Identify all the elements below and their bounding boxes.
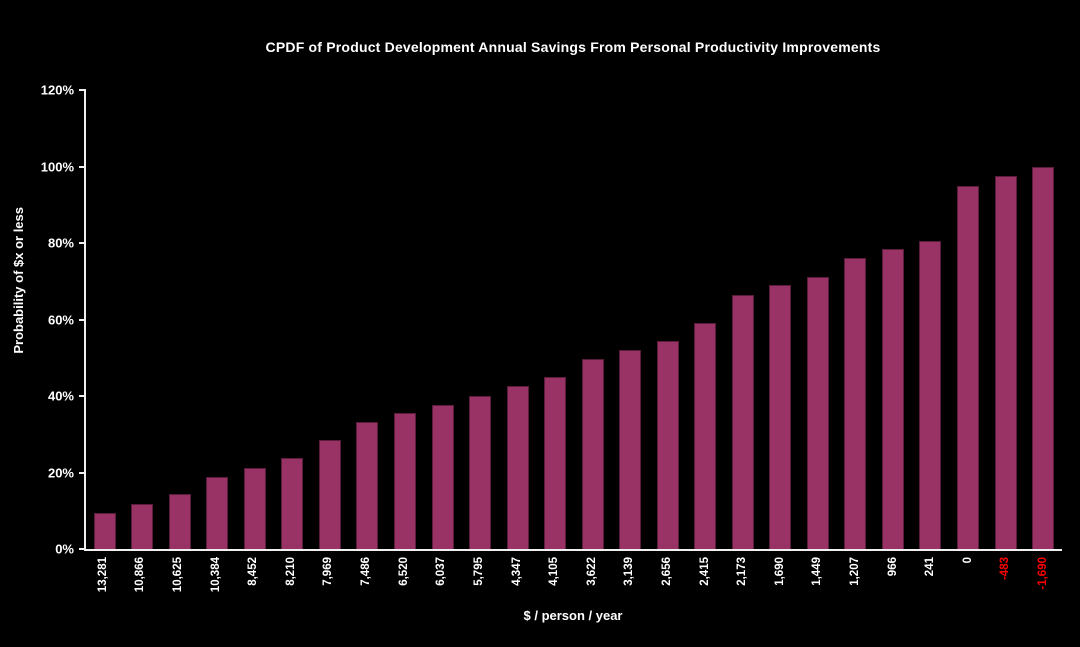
bar-slot	[987, 90, 1025, 549]
bar-slot	[461, 90, 499, 549]
bar-slot	[724, 90, 762, 549]
bar	[93, 512, 116, 549]
bar	[281, 457, 304, 549]
bars-container	[86, 90, 1062, 549]
x-category-label: 3,622	[585, 557, 598, 586]
y-axis-title: Probability of $x or less	[8, 90, 28, 470]
bar	[769, 285, 792, 549]
x-category-label: 1,690	[773, 557, 786, 586]
x-category-label: 241	[924, 557, 937, 577]
bar-slot	[236, 90, 274, 549]
bar-slot	[687, 90, 725, 549]
y-tick-label: 80%	[47, 235, 74, 251]
bar-slot	[1024, 90, 1062, 549]
y-tick-mark	[79, 318, 86, 321]
bar	[844, 258, 867, 549]
bar-slot	[386, 90, 424, 549]
bar	[131, 503, 154, 549]
y-tick-label: 60%	[47, 312, 74, 327]
y-tick-mark	[79, 165, 86, 168]
bar	[243, 467, 266, 549]
y-tick-label: 20%	[47, 465, 74, 481]
bar	[168, 494, 191, 549]
bar	[806, 276, 829, 549]
x-category-label: 0	[961, 557, 974, 564]
x-category-label: 966	[886, 557, 899, 577]
bar	[206, 476, 229, 549]
bar-slot	[499, 90, 537, 549]
bar-slot	[837, 90, 875, 549]
y-tick-mark	[79, 242, 86, 245]
bar-slot	[424, 90, 462, 549]
bar	[394, 413, 417, 549]
bar	[881, 248, 904, 549]
x-category-label: 10,625	[172, 557, 185, 593]
bar	[656, 340, 679, 549]
x-category-label: 6,037	[435, 557, 448, 586]
bar-slot	[124, 90, 162, 549]
x-category-label: 2,173	[736, 557, 749, 586]
bar-slot	[86, 90, 124, 549]
x-category-label: -483	[999, 557, 1012, 581]
x-category-label: 10,866	[134, 557, 147, 593]
bar	[1032, 167, 1055, 549]
bar-slot	[611, 90, 649, 549]
bar-slot	[649, 90, 687, 549]
bar-slot	[949, 90, 987, 549]
bar	[619, 349, 642, 549]
bar	[544, 376, 567, 549]
x-category-label: -1,690	[1037, 557, 1050, 590]
x-category-label: 4,105	[548, 557, 561, 586]
y-tick-label: 0%	[55, 541, 74, 557]
bar-slot	[799, 90, 837, 549]
y-tick-mark	[79, 471, 86, 474]
y-tick-mark	[79, 89, 86, 91]
bar-slot	[874, 90, 912, 549]
bar-slot	[311, 90, 349, 549]
bar-slot	[762, 90, 800, 549]
bar-slot	[199, 90, 237, 549]
x-category-label: 1,449	[811, 557, 824, 586]
x-category-label: 4,347	[510, 557, 523, 586]
bar	[506, 386, 529, 549]
x-category-label: 8,452	[247, 557, 260, 586]
bar	[356, 421, 379, 549]
x-category-label: 13,281	[96, 557, 109, 593]
x-category-label: 2,415	[698, 557, 711, 586]
plot-area: 0% 20% 40% 60% 80% 100% 120%	[41, 83, 1062, 557]
x-category-label: 10,384	[209, 557, 222, 593]
bar-slot	[274, 90, 312, 549]
bar	[318, 440, 341, 549]
bar	[469, 396, 492, 549]
bar-slot	[161, 90, 199, 549]
y-tick-mark	[79, 548, 86, 550]
x-category-label: 2,656	[660, 557, 673, 586]
bar	[994, 176, 1017, 549]
bar	[731, 295, 754, 549]
bar	[581, 359, 604, 549]
y-tick-label: 40%	[47, 388, 74, 404]
bar-slot	[574, 90, 612, 549]
bar-slot	[912, 90, 950, 549]
x-category-label: 8,210	[284, 557, 297, 586]
bar	[694, 323, 717, 549]
bar	[431, 405, 454, 549]
y-axis-title-text: Probability of $x or less	[10, 206, 26, 354]
y-tick-label: 120%	[40, 82, 74, 98]
y-tick-label: 100%	[40, 159, 74, 174]
x-category-label: 1,207	[848, 557, 861, 586]
x-category-label: 3,139	[623, 557, 636, 586]
x-category-label: 6,520	[397, 557, 410, 586]
bar	[956, 185, 979, 549]
bar-slot	[349, 90, 387, 549]
chart-title: CPDF of Product Development Annual Savin…	[265, 39, 881, 55]
x-category-label: 5,795	[472, 557, 485, 586]
x-category-label: 7,969	[322, 557, 335, 586]
bar	[919, 240, 942, 549]
x-category-label: 7,486	[360, 557, 373, 586]
y-tick-mark	[79, 395, 86, 398]
x-axis-title: $ / person / year	[523, 608, 623, 623]
bar-slot	[536, 90, 574, 549]
